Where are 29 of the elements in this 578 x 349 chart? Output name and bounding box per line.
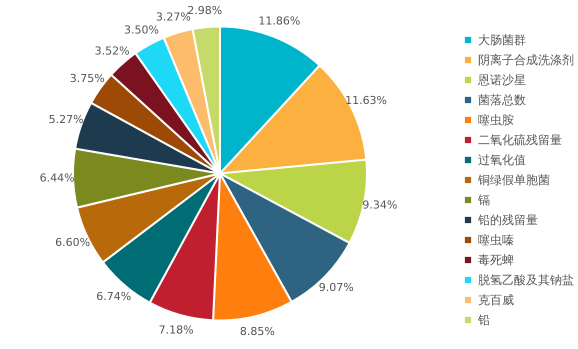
data-label: 6.74% xyxy=(96,290,132,304)
data-label: 11.63% xyxy=(345,94,388,108)
data-label: 3.27% xyxy=(156,10,191,24)
data-label: 3.50% xyxy=(124,24,159,37)
legend-label: 镉 xyxy=(477,193,490,207)
legend-label: 大肠菌群 xyxy=(478,33,526,47)
legend-label: 菌落总数 xyxy=(478,93,526,107)
legend-label: 二氧化硫残留量 xyxy=(478,133,562,147)
legend-label: 噻虫嗪 xyxy=(478,233,514,247)
data-label: 8.85% xyxy=(240,325,275,338)
data-label: 3.52% xyxy=(94,44,130,58)
data-label: 6.44% xyxy=(40,172,75,185)
legend-label: 噻虫胺 xyxy=(478,113,514,127)
legend-label: 脱氢乙酸及其钠盐 xyxy=(478,273,574,287)
legend-label: 阴离子合成洗涤剂 xyxy=(478,53,574,67)
legend-label: 克百威 xyxy=(478,293,514,307)
legend-label: 铅的残留量 xyxy=(477,213,538,227)
data-label: 9.07% xyxy=(318,280,354,294)
data-label: 3.75% xyxy=(70,72,105,85)
data-label: 6.60% xyxy=(55,236,90,250)
legend-label: 铜绿假单胞菌 xyxy=(477,173,550,187)
legend-label: 毒死蜱 xyxy=(478,253,514,267)
data-label: 11.86% xyxy=(258,14,300,28)
data-label: 5.27% xyxy=(48,112,84,126)
data-label: 9.34% xyxy=(362,198,398,212)
data-label: 7.18% xyxy=(158,323,194,336)
legend-label: 过氧化值 xyxy=(478,153,526,167)
legend-label: 铅 xyxy=(477,313,490,327)
legend-label: 恩诺沙星 xyxy=(477,73,526,87)
